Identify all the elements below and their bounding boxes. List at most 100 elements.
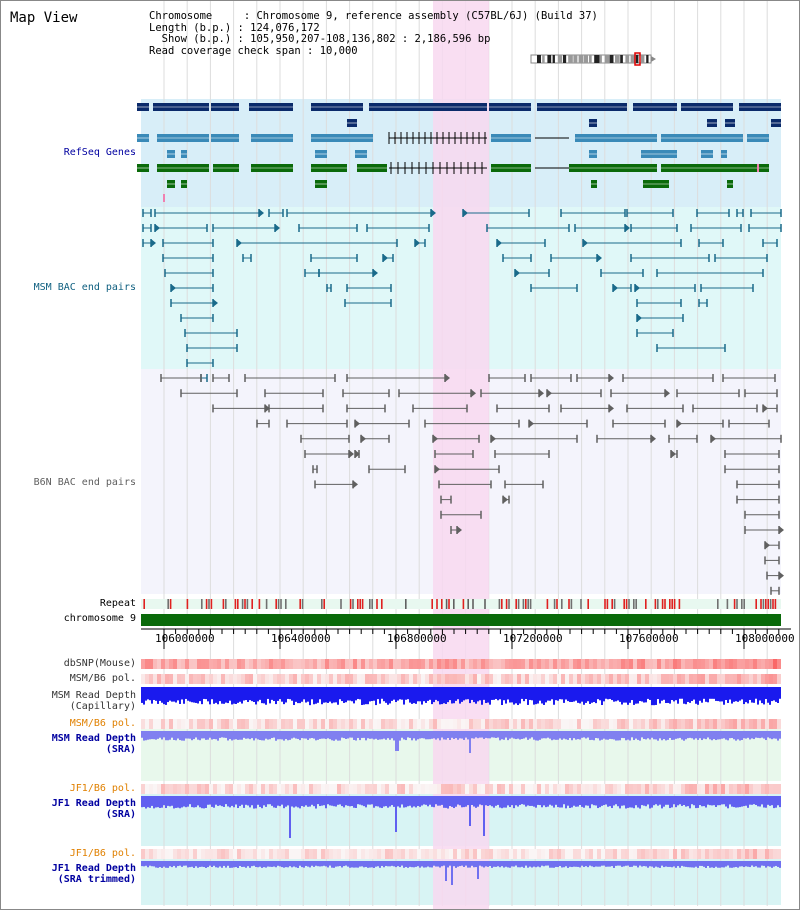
bac-end-arrow bbox=[665, 389, 670, 398]
depth-bar bbox=[627, 731, 629, 740]
polymorphism-cell bbox=[481, 849, 485, 859]
depth-bar bbox=[701, 796, 703, 807]
depth-bar bbox=[365, 687, 367, 705]
polymorphism-cell bbox=[257, 719, 261, 729]
depth-bar bbox=[749, 731, 751, 740]
depth-bar bbox=[613, 796, 615, 806]
polymorphism-cell bbox=[373, 674, 377, 684]
track-label-b6n-bac[interactable]: B6N BAC end pairs bbox=[33, 477, 136, 488]
track-label-dbsnp[interactable]: dbSNP(Mouse) bbox=[63, 658, 136, 669]
depth-bar bbox=[401, 687, 403, 700]
depth-bar bbox=[773, 861, 775, 867]
depth-bar bbox=[263, 731, 265, 741]
depth-bar bbox=[141, 731, 143, 738]
depth-bar bbox=[761, 861, 763, 866]
depth-bar bbox=[333, 731, 335, 741]
depth-bar bbox=[381, 861, 383, 866]
track-label-msm-bac[interactable]: MSM BAC end pairs bbox=[33, 282, 136, 293]
polymorphism-cell bbox=[725, 784, 729, 794]
depth-bar bbox=[183, 731, 185, 741]
depth-bar bbox=[589, 687, 591, 704]
polymorphism-cell bbox=[669, 674, 673, 684]
track-label-jf1-read-depth-sra[interactable]: JF1 Read Depth (SRA) bbox=[1, 798, 136, 820]
polymorphism-cell bbox=[377, 719, 381, 729]
jf1-sra-line2: (SRA) bbox=[105, 809, 136, 820]
track-label-refseq[interactable]: RefSeq Genes bbox=[63, 147, 136, 158]
depth-bar bbox=[445, 796, 447, 808]
polymorphism-cell bbox=[429, 659, 433, 669]
depth-bar bbox=[649, 861, 651, 867]
depth-bar bbox=[253, 861, 255, 866]
depth-bar bbox=[667, 796, 669, 805]
depth-bar bbox=[771, 796, 773, 806]
depth-bar bbox=[479, 796, 481, 805]
track-label-jf1-read-depth-trim[interactable]: JF1 Read Depth (SRA trimmed) bbox=[1, 863, 136, 885]
depth-bar bbox=[435, 796, 437, 805]
depth-bar bbox=[325, 687, 327, 703]
depth-bar bbox=[687, 731, 689, 739]
depth-bar bbox=[167, 687, 169, 703]
depth-bar bbox=[695, 796, 697, 809]
polymorphism-cell bbox=[769, 784, 773, 794]
depth-bar bbox=[373, 687, 375, 701]
depth-bar bbox=[487, 796, 489, 806]
polymorphism-cell bbox=[737, 659, 741, 669]
depth-bar bbox=[227, 796, 229, 807]
depth-bar bbox=[363, 861, 365, 868]
track-label-repeat[interactable]: Repeat bbox=[99, 598, 136, 609]
depth-bar bbox=[421, 861, 423, 867]
depth-bar bbox=[777, 796, 779, 806]
depth-bar bbox=[201, 731, 203, 739]
depth-bar bbox=[569, 731, 571, 739]
polymorphism-cell bbox=[381, 659, 385, 669]
polymorphism-cell bbox=[365, 849, 369, 859]
track-label-msm-b6-pol-2[interactable]: MSM/B6 pol. bbox=[69, 718, 136, 729]
depth-bar bbox=[703, 796, 705, 807]
depth-bar bbox=[731, 861, 733, 868]
depth-bar bbox=[493, 687, 495, 700]
polymorphism-cell bbox=[469, 849, 473, 859]
depth-bar bbox=[703, 687, 705, 699]
depth-bar bbox=[167, 861, 169, 868]
depth-bar bbox=[287, 796, 289, 806]
ideogram-band bbox=[568, 55, 573, 63]
polymorphism-cell bbox=[381, 849, 385, 859]
polymorphism-cell bbox=[253, 674, 257, 684]
polymorphism-cell bbox=[457, 784, 461, 794]
depth-bar bbox=[229, 687, 231, 701]
polymorphism-cell bbox=[145, 784, 149, 794]
depth-bar bbox=[543, 687, 545, 705]
track-label-jf1-b6-pol-2[interactable]: JF1/B6 pol. bbox=[69, 848, 136, 859]
polymorphism-cell bbox=[357, 849, 361, 859]
depth-bar bbox=[715, 687, 717, 701]
depth-bar bbox=[203, 731, 205, 739]
depth-bar bbox=[331, 861, 333, 868]
depth-bar bbox=[167, 796, 169, 806]
polymorphism-cell bbox=[529, 659, 533, 669]
polymorphism-cell bbox=[585, 719, 589, 729]
polymorphism-cell bbox=[641, 784, 645, 794]
track-label-msm-b6-pol-1[interactable]: MSM/B6 pol. bbox=[69, 673, 136, 684]
depth-bar bbox=[263, 861, 265, 868]
depth-bar bbox=[351, 687, 353, 702]
track-label-msm-read-depth-cap[interactable]: MSM Read Depth (Capillary) bbox=[1, 690, 136, 712]
depth-bar bbox=[361, 731, 363, 738]
depth-bar bbox=[703, 731, 705, 739]
depth-bar bbox=[439, 687, 441, 705]
track-label-msm-read-depth-sra[interactable]: MSM Read Depth (SRA) bbox=[1, 733, 136, 755]
polymorphism-cell bbox=[245, 659, 249, 669]
repeat-element bbox=[743, 599, 745, 609]
depth-bar bbox=[623, 687, 625, 703]
depth-bar bbox=[509, 687, 511, 703]
polymorphism-cell bbox=[301, 674, 305, 684]
polymorphism-cell bbox=[277, 719, 281, 729]
depth-bar bbox=[417, 687, 419, 702]
depth-bar bbox=[591, 796, 593, 805]
depth-bar bbox=[745, 687, 747, 703]
depth-bar bbox=[343, 861, 345, 867]
depth-bar bbox=[331, 687, 333, 704]
depth-bar bbox=[245, 796, 247, 805]
polymorphism-cell bbox=[165, 784, 169, 794]
track-label-jf1-b6-pol-1[interactable]: JF1/B6 pol. bbox=[69, 783, 136, 794]
